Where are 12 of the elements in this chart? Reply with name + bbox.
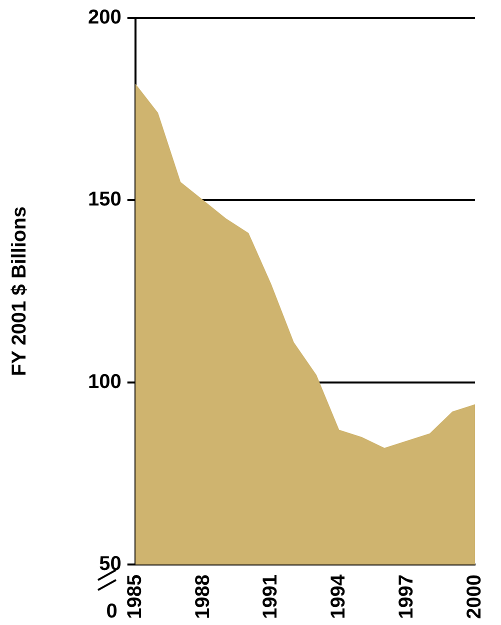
y-tick-label: 150 — [88, 188, 122, 211]
x-tick-label: 1991 — [260, 574, 282, 620]
y-tick-label: 50 — [99, 553, 122, 576]
x-tick-label: 1988 — [192, 574, 214, 620]
y-tick-label: 200 — [88, 6, 122, 29]
y-axis-title: FY 2001 $ Billions — [8, 206, 31, 376]
text: 0 — [106, 600, 118, 623]
x-tick-label: 2000 — [464, 574, 486, 620]
x-tick-label: 1994 — [328, 574, 350, 620]
y-tick-label: 100 — [88, 370, 122, 393]
x-tick-label: 1997 — [396, 574, 418, 620]
x-tick-label: 1985 — [124, 574, 146, 620]
